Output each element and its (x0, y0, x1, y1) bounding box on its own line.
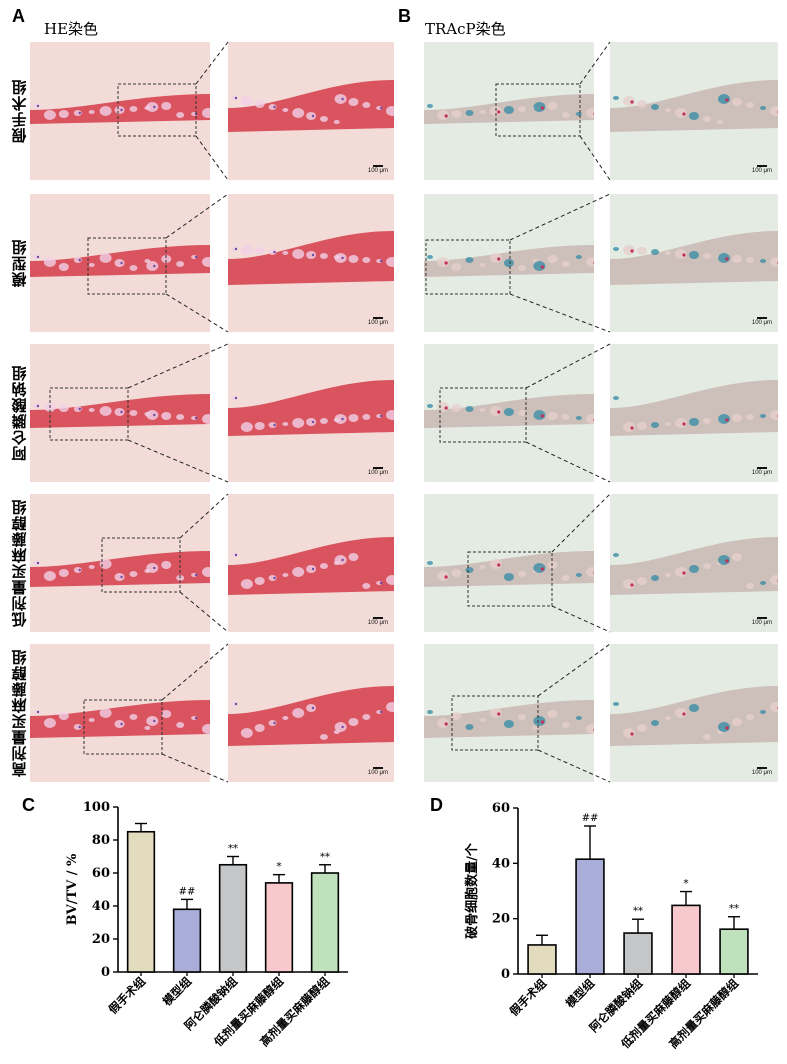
tracp-staining-title: TRAcP染色 (425, 20, 506, 38)
scale-bar-label: 100 μm (752, 767, 772, 776)
row-label-low-dose: 低剂量买麻藤醇组 (10, 499, 29, 627)
tracp-overview-image-high-dose (424, 644, 594, 782)
row-label-high-dose: 高剂量买麻藤醇组 (10, 649, 29, 777)
y-tick-label: 60 (92, 866, 110, 881)
he-overview-image-model (30, 194, 210, 332)
panel-letter-c: C (22, 795, 35, 815)
x-tick-label: 假手术组 (507, 976, 550, 1019)
he-zoom-image-model: 100 μm (228, 194, 394, 332)
tracp-zoom-image-low-dose: 100 μm (610, 494, 778, 632)
bar (575, 858, 605, 975)
he-overview-image-high-dose (30, 644, 210, 782)
tracp-zoom-image-sham: 100 μm (610, 42, 778, 180)
he-overview-image-low-dose (30, 494, 210, 632)
bar (310, 872, 340, 973)
row-label-sham: 假手术组 (10, 79, 29, 143)
y-tick-label: 40 (492, 856, 510, 871)
x-tick-label: 假手术组 (106, 974, 149, 1017)
y-tick-label: 20 (492, 912, 510, 927)
y-axis-label: 破骨细胞数量/个 (464, 842, 480, 939)
bar (623, 932, 653, 975)
bar (719, 928, 749, 975)
y-tick-label: 40 (92, 899, 110, 914)
tracp-overview-image-alendronate (424, 344, 594, 482)
he-overview-image-alendronate (30, 344, 210, 482)
significance-label: ** (228, 844, 238, 855)
panel-letter-a: A (12, 6, 25, 26)
significance-label: * (277, 862, 282, 873)
he-zoom-image-sham: 100 μm (228, 42, 394, 180)
scale-bar-label: 100 μm (368, 617, 388, 626)
he-staining-title: HE染色 (44, 20, 99, 38)
scale-bar-label: 100 μm (752, 317, 772, 326)
y-tick-label: 100 (83, 800, 110, 815)
scale-bar-label: 100 μm (368, 317, 388, 326)
bar (264, 882, 294, 973)
y-tick-label: 20 (92, 932, 110, 947)
scale-bar-label: 100 μm (368, 767, 388, 776)
tracp-zoom-image-high-dose: 100 μm (610, 644, 778, 782)
tracp-overview-image-low-dose (424, 494, 594, 632)
bar (671, 904, 701, 975)
y-tick-label: 0 (501, 967, 510, 982)
bar (527, 944, 557, 975)
x-tick-label: 模型组 (563, 976, 598, 1011)
tracp-zoom-image-model: 100 μm (610, 194, 778, 332)
osteoclast-count-bar-chart: 0204060破骨细胞数量/个假手术组##模型组**阿仑膦酸钠组*低剂量买麻藤醇… (464, 801, 758, 1052)
he-overview-image-sham (30, 42, 210, 180)
significance-label: ** (320, 852, 330, 863)
significance-label: * (684, 879, 689, 890)
panel-letter-b: B (398, 6, 411, 26)
tracp-zoom-image-alendronate: 100 μm (610, 344, 778, 482)
significance-label: ## (179, 886, 196, 897)
he-zoom-image-high-dose: 100 μm (228, 644, 394, 782)
y-axis-label: BV/TV / % (65, 853, 80, 925)
he-zoom-image-low-dose: 100 μm (228, 494, 394, 632)
x-tick-label: 模型组 (160, 974, 195, 1009)
scale-bar-label: 100 μm (752, 617, 772, 626)
panel-letter-d: D (430, 795, 443, 815)
bar (126, 830, 156, 973)
significance-label: ** (633, 906, 643, 917)
tracp-overview-image-sham (424, 42, 594, 180)
significance-label: ## (582, 813, 599, 824)
tracp-overview-image-model (424, 194, 594, 332)
he-zoom-image-alendronate: 100 μm (228, 344, 394, 482)
y-tick-label: 80 (92, 833, 110, 848)
bar (172, 908, 202, 973)
scale-bar-label: 100 μm (368, 467, 388, 476)
y-tick-label: 60 (492, 801, 510, 816)
bar (218, 863, 248, 973)
row-label-alendronate: 阿仑膦酸钠组 (10, 365, 29, 461)
scale-bar-label: 100 μm (752, 165, 772, 174)
y-tick-label: 0 (101, 965, 110, 980)
significance-label: ** (729, 904, 739, 915)
row-label-model: 模型组 (10, 239, 29, 287)
scale-bar-label: 100 μm (752, 467, 772, 476)
scale-bar-label: 100 μm (368, 165, 388, 174)
